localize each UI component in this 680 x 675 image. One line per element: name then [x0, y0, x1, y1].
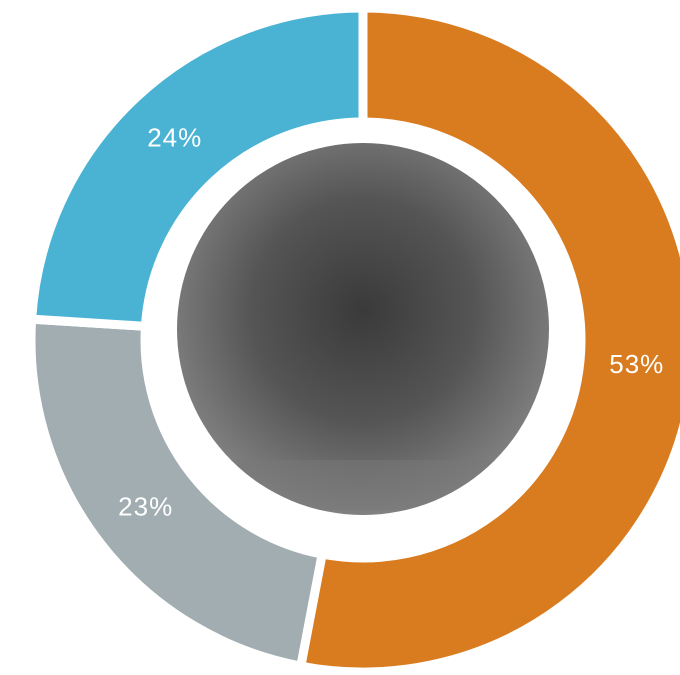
center-photo: [177, 143, 549, 515]
slice: [26, 3, 368, 332]
value-label: 23%: [118, 491, 173, 521]
photo-street: [180, 460, 550, 510]
slice: [26, 314, 328, 672]
slices: [26, 3, 680, 675]
slice: [295, 3, 680, 675]
value-label: 24%: [147, 122, 202, 152]
value-label: 53%: [609, 349, 664, 379]
